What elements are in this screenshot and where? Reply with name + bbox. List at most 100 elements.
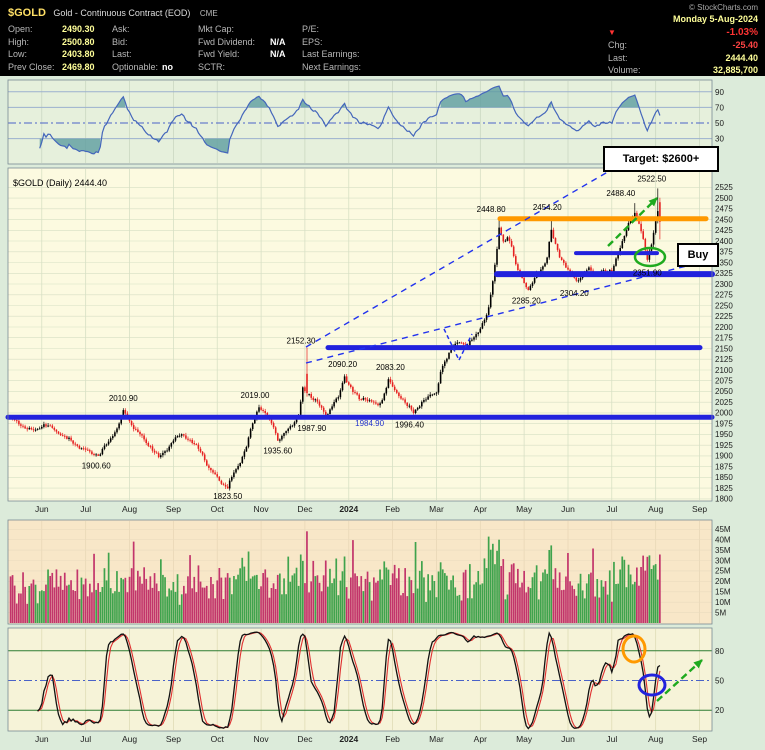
svg-text:Dec: Dec [297,504,313,514]
svg-text:2454.20: 2454.20 [533,203,562,212]
svg-text:10M: 10M [715,598,731,607]
svg-text:2275: 2275 [715,291,733,300]
quote-right-rows: Chg: -25.40 Last: 2444.40 Volume: 32,885,700 [608,39,758,77]
quote-value [380,23,430,36]
svg-text:2488.40: 2488.40 [606,189,635,198]
svg-text:1800: 1800 [715,495,733,504]
quote-label: SCTR: [198,61,225,72]
quote-label: Fwd Dividend: [198,36,256,47]
quote-label: Volume: [608,65,641,75]
quote-value: N/A [270,36,286,47]
quote-label: Prev Close: [8,61,55,72]
svg-text:1975: 1975 [715,420,733,429]
svg-text:1900.60: 1900.60 [82,462,111,471]
svg-text:1925: 1925 [715,441,733,450]
quote-label: EPS: [302,36,323,47]
svg-text:80: 80 [715,647,724,656]
quote-label: Last Earnings: [302,49,360,59]
title-row: $GOLD Gold - Continuous Contract (EOD) C… [8,3,218,21]
quote-right-row: Last: 2444.40 [608,52,758,65]
svg-text:Sep: Sep [166,504,181,514]
quote-label: Mkt Cap: [198,24,235,34]
quote-value: 2500.80 [62,36,95,47]
svg-text:2150: 2150 [715,344,733,353]
svg-text:35M: 35M [715,546,731,555]
svg-text:1875: 1875 [715,462,733,471]
svg-text:Jun: Jun [561,734,575,744]
quote-label: Open: [8,24,33,34]
quote-value [380,48,430,61]
svg-text:30: 30 [715,135,724,144]
svg-text:2083.20: 2083.20 [376,363,405,372]
svg-text:Dec: Dec [297,734,313,744]
buy-annotation: Buy [677,243,719,267]
svg-text:Oct: Oct [211,734,225,744]
quote-value: 2490.30 [62,24,95,34]
quote-right-row: Chg: -25.40 [608,39,758,52]
svg-text:2090.20: 2090.20 [328,360,357,369]
change-row: ▼ -1.03% [608,27,758,39]
quote-label: Fwd Yield: [198,49,240,59]
change-percent: -1.03% [726,27,758,38]
svg-text:2010.90: 2010.90 [109,394,138,403]
svg-text:1996.40: 1996.40 [395,421,424,430]
quote-value [162,36,198,49]
target-annotation: Target: $2600+ [603,146,719,172]
quote-value: 2403.80 [62,49,95,59]
svg-text:1987.90: 1987.90 [297,424,326,433]
svg-text:40M: 40M [715,536,731,545]
svg-text:2350: 2350 [715,258,733,267]
svg-text:2050: 2050 [715,387,733,396]
quote-value [162,23,198,36]
svg-text:Jul: Jul [80,734,91,744]
svg-text:Jun: Jun [35,504,49,514]
quote-value [270,23,302,36]
svg-text:2200: 2200 [715,323,733,332]
svg-text:Aug: Aug [648,734,663,744]
svg-text:Mar: Mar [429,734,444,744]
svg-text:Sep: Sep [692,734,707,744]
svg-text:20: 20 [715,706,724,715]
quote-label: P/E: [302,24,320,34]
svg-text:2125: 2125 [715,355,733,364]
quote-label: Ask: [112,24,130,34]
quote-value: 32,885,700 [712,65,758,75]
quote-value [380,36,430,49]
date-label: Monday 5-Aug-2024 [672,14,758,24]
svg-text:Apr: Apr [474,504,487,514]
svg-text:5M: 5M [715,608,726,617]
svg-text:Nov: Nov [254,734,270,744]
svg-text:2448.80: 2448.80 [477,205,506,214]
quote-label: High: [8,36,30,47]
quote-label: Low: [8,49,28,59]
svg-text:Apr: Apr [474,734,487,744]
quote-value: 2444.40 [725,52,758,63]
svg-text:2400: 2400 [715,237,733,246]
quote-label: Bid: [112,36,128,47]
svg-text:2351.90: 2351.90 [633,269,662,278]
quote-label: Chg: [608,40,628,50]
svg-text:25M: 25M [715,567,731,576]
svg-text:70: 70 [715,103,724,112]
svg-text:1823.50: 1823.50 [213,492,242,501]
svg-text:Jul: Jul [606,734,617,744]
svg-text:Aug: Aug [648,504,663,514]
svg-text:Aug: Aug [122,734,137,744]
quote-value: N/A [270,49,286,59]
svg-text:1984.90: 1984.90 [355,419,384,428]
quote-value [270,61,302,74]
quote-value: 2469.80 [62,61,95,72]
svg-text:1850: 1850 [715,473,733,482]
quote-grid: Open: 2490.30 Ask: Mkt Cap: P/E: High: 2500.80… [8,23,430,73]
svg-text:Feb: Feb [385,504,400,514]
svg-text:2425: 2425 [715,226,733,235]
svg-text:2500: 2500 [715,194,733,203]
svg-text:15M: 15M [715,588,731,597]
quote-header: $GOLD Gold - Continuous Contract (EOD) C… [0,0,765,76]
svg-text:2522.50: 2522.50 [637,174,666,183]
symbol-description: Gold - Continuous Contract (EOD) [53,8,191,18]
svg-text:2475: 2475 [715,205,733,214]
svg-text:2450: 2450 [715,215,733,224]
svg-text:1950: 1950 [715,430,733,439]
